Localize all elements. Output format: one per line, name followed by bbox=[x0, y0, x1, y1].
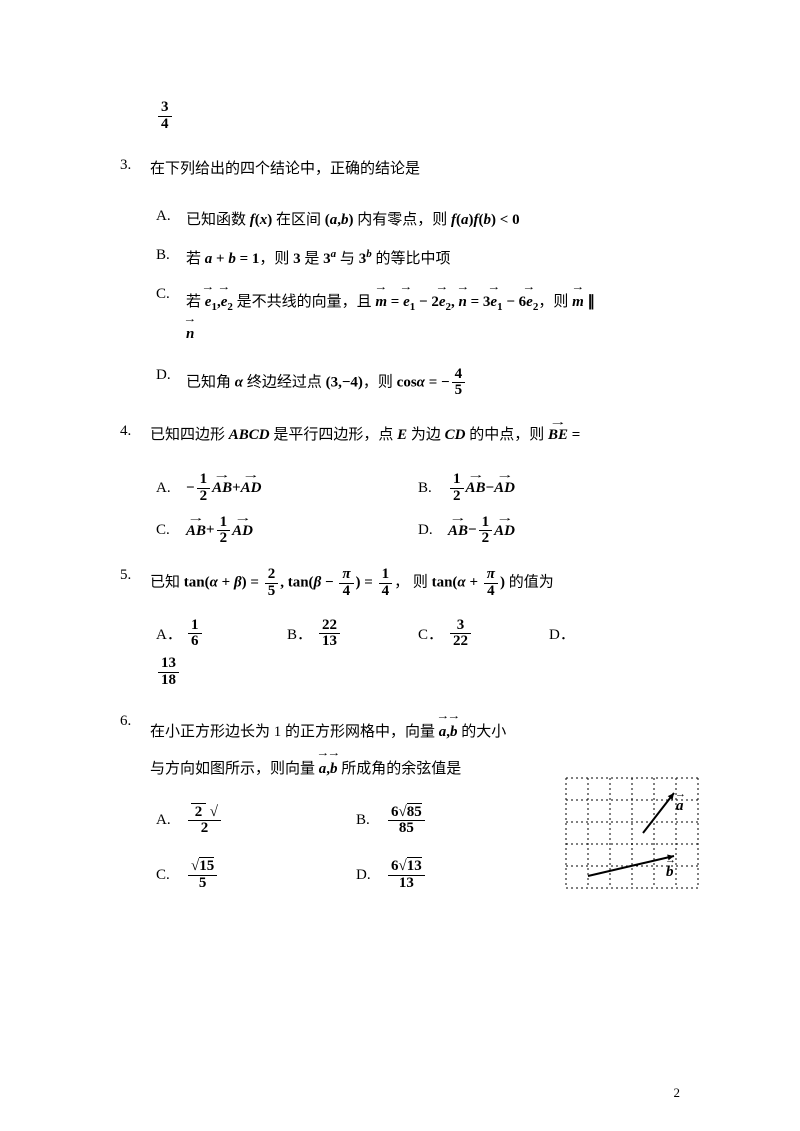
svg-text:→: → bbox=[675, 788, 686, 800]
fragment-top: 34 bbox=[156, 100, 680, 133]
q6-options: A. 2 √2 B. 6√8585 C. √155 D. 6√1313 bbox=[156, 805, 556, 902]
q3-stem: 在下列给出的四个结论中，正确的结论是 bbox=[150, 157, 680, 178]
q6-opt-D: D. 6√1313 bbox=[356, 859, 556, 892]
vector-grid-figure: a→b→ bbox=[560, 772, 710, 902]
frac-num: 3 bbox=[158, 100, 172, 117]
q5-opt-D-value: 1318 bbox=[156, 656, 680, 689]
q6-opt-B: B. 6√8585 bbox=[356, 805, 556, 838]
opt-label: C. bbox=[156, 286, 186, 349]
svg-text:a: a bbox=[676, 798, 684, 814]
q4-options: A. −12AB + AD B. 12AB − AD C. AB + 12AD … bbox=[156, 472, 680, 557]
q3-opt-A: A. 已知函数 f(x) 在区间 (a,b) 内有零点，则 f(a)f(b) <… bbox=[156, 208, 680, 229]
q5-opt-D: D． bbox=[549, 618, 680, 651]
opt-label: D. bbox=[156, 367, 186, 400]
q5-opt-A: A．16 bbox=[156, 618, 287, 651]
q6-number: 6. bbox=[120, 713, 150, 730]
q4-number: 4. bbox=[120, 423, 150, 440]
q3-opt-C: C. 若 e1,e2 是不共线的向量，且 m = e1 − 2e2, n = 3… bbox=[156, 286, 680, 349]
opt-body: 若 a + b = 1，则 3 是 3a 与 3b 的等比中项 bbox=[186, 247, 450, 268]
q3-opt-D: D. 已知角 α 终边经过点 (3,−4)，则 cosα = −45 bbox=[156, 367, 680, 400]
frac-den: 4 bbox=[158, 117, 172, 133]
q5-opt-C: C．322 bbox=[418, 618, 549, 651]
q4-opt-B: B. 12AB − AD bbox=[418, 472, 680, 505]
q3-number: 3. bbox=[120, 157, 150, 174]
q6-opt-C: C. √155 bbox=[156, 859, 356, 892]
question-5: 5. 已知 tan(α + β) = 25, tan(β − π4) = 14，… bbox=[120, 567, 680, 600]
question-3: 3. 在下列给出的四个结论中，正确的结论是 bbox=[120, 157, 680, 178]
q4-opt-A: A. −12AB + AD bbox=[156, 472, 418, 505]
opt-body: 已知函数 f(x) 在区间 (a,b) 内有零点，则 f(a)f(b) < 0 bbox=[186, 208, 520, 229]
q6-opt-A: A. 2 √2 bbox=[156, 805, 356, 838]
q5-number: 5. bbox=[120, 567, 150, 584]
q4-opt-C: C. AB + 12AD bbox=[156, 515, 418, 548]
opt-label: A. bbox=[156, 208, 186, 229]
q4-opt-D: D. AB − 12AD bbox=[418, 515, 680, 548]
svg-text:→: → bbox=[665, 854, 676, 866]
q4-stem: 已知四边形 ABCD 是平行四边形，点 E 为边 CD 的中点，则 BE = bbox=[150, 423, 680, 444]
q3-opt-B: B. 若 a + b = 1，则 3 是 3a 与 3b 的等比中项 bbox=[156, 247, 680, 268]
q5-stem: 已知 tan(α + β) = 25, tan(β − π4) = 14， 则 … bbox=[150, 567, 680, 600]
opt-label: B. bbox=[156, 247, 186, 268]
question-4: 4. 已知四边形 ABCD 是平行四边形，点 E 为边 CD 的中点，则 BE … bbox=[120, 423, 680, 444]
opt-body: 已知角 α 终边经过点 (3,−4)，则 cosα = −45 bbox=[186, 367, 467, 400]
q5-opt-B: B．2213 bbox=[287, 618, 418, 651]
svg-text:b: b bbox=[666, 864, 674, 880]
opt-body: 若 e1,e2 是不共线的向量，且 m = e1 − 2e2, n = 3e1 … bbox=[186, 286, 595, 349]
page-number: 2 bbox=[674, 1085, 681, 1101]
q5-options: A．16 B．2213 C．322 D． bbox=[156, 618, 680, 651]
